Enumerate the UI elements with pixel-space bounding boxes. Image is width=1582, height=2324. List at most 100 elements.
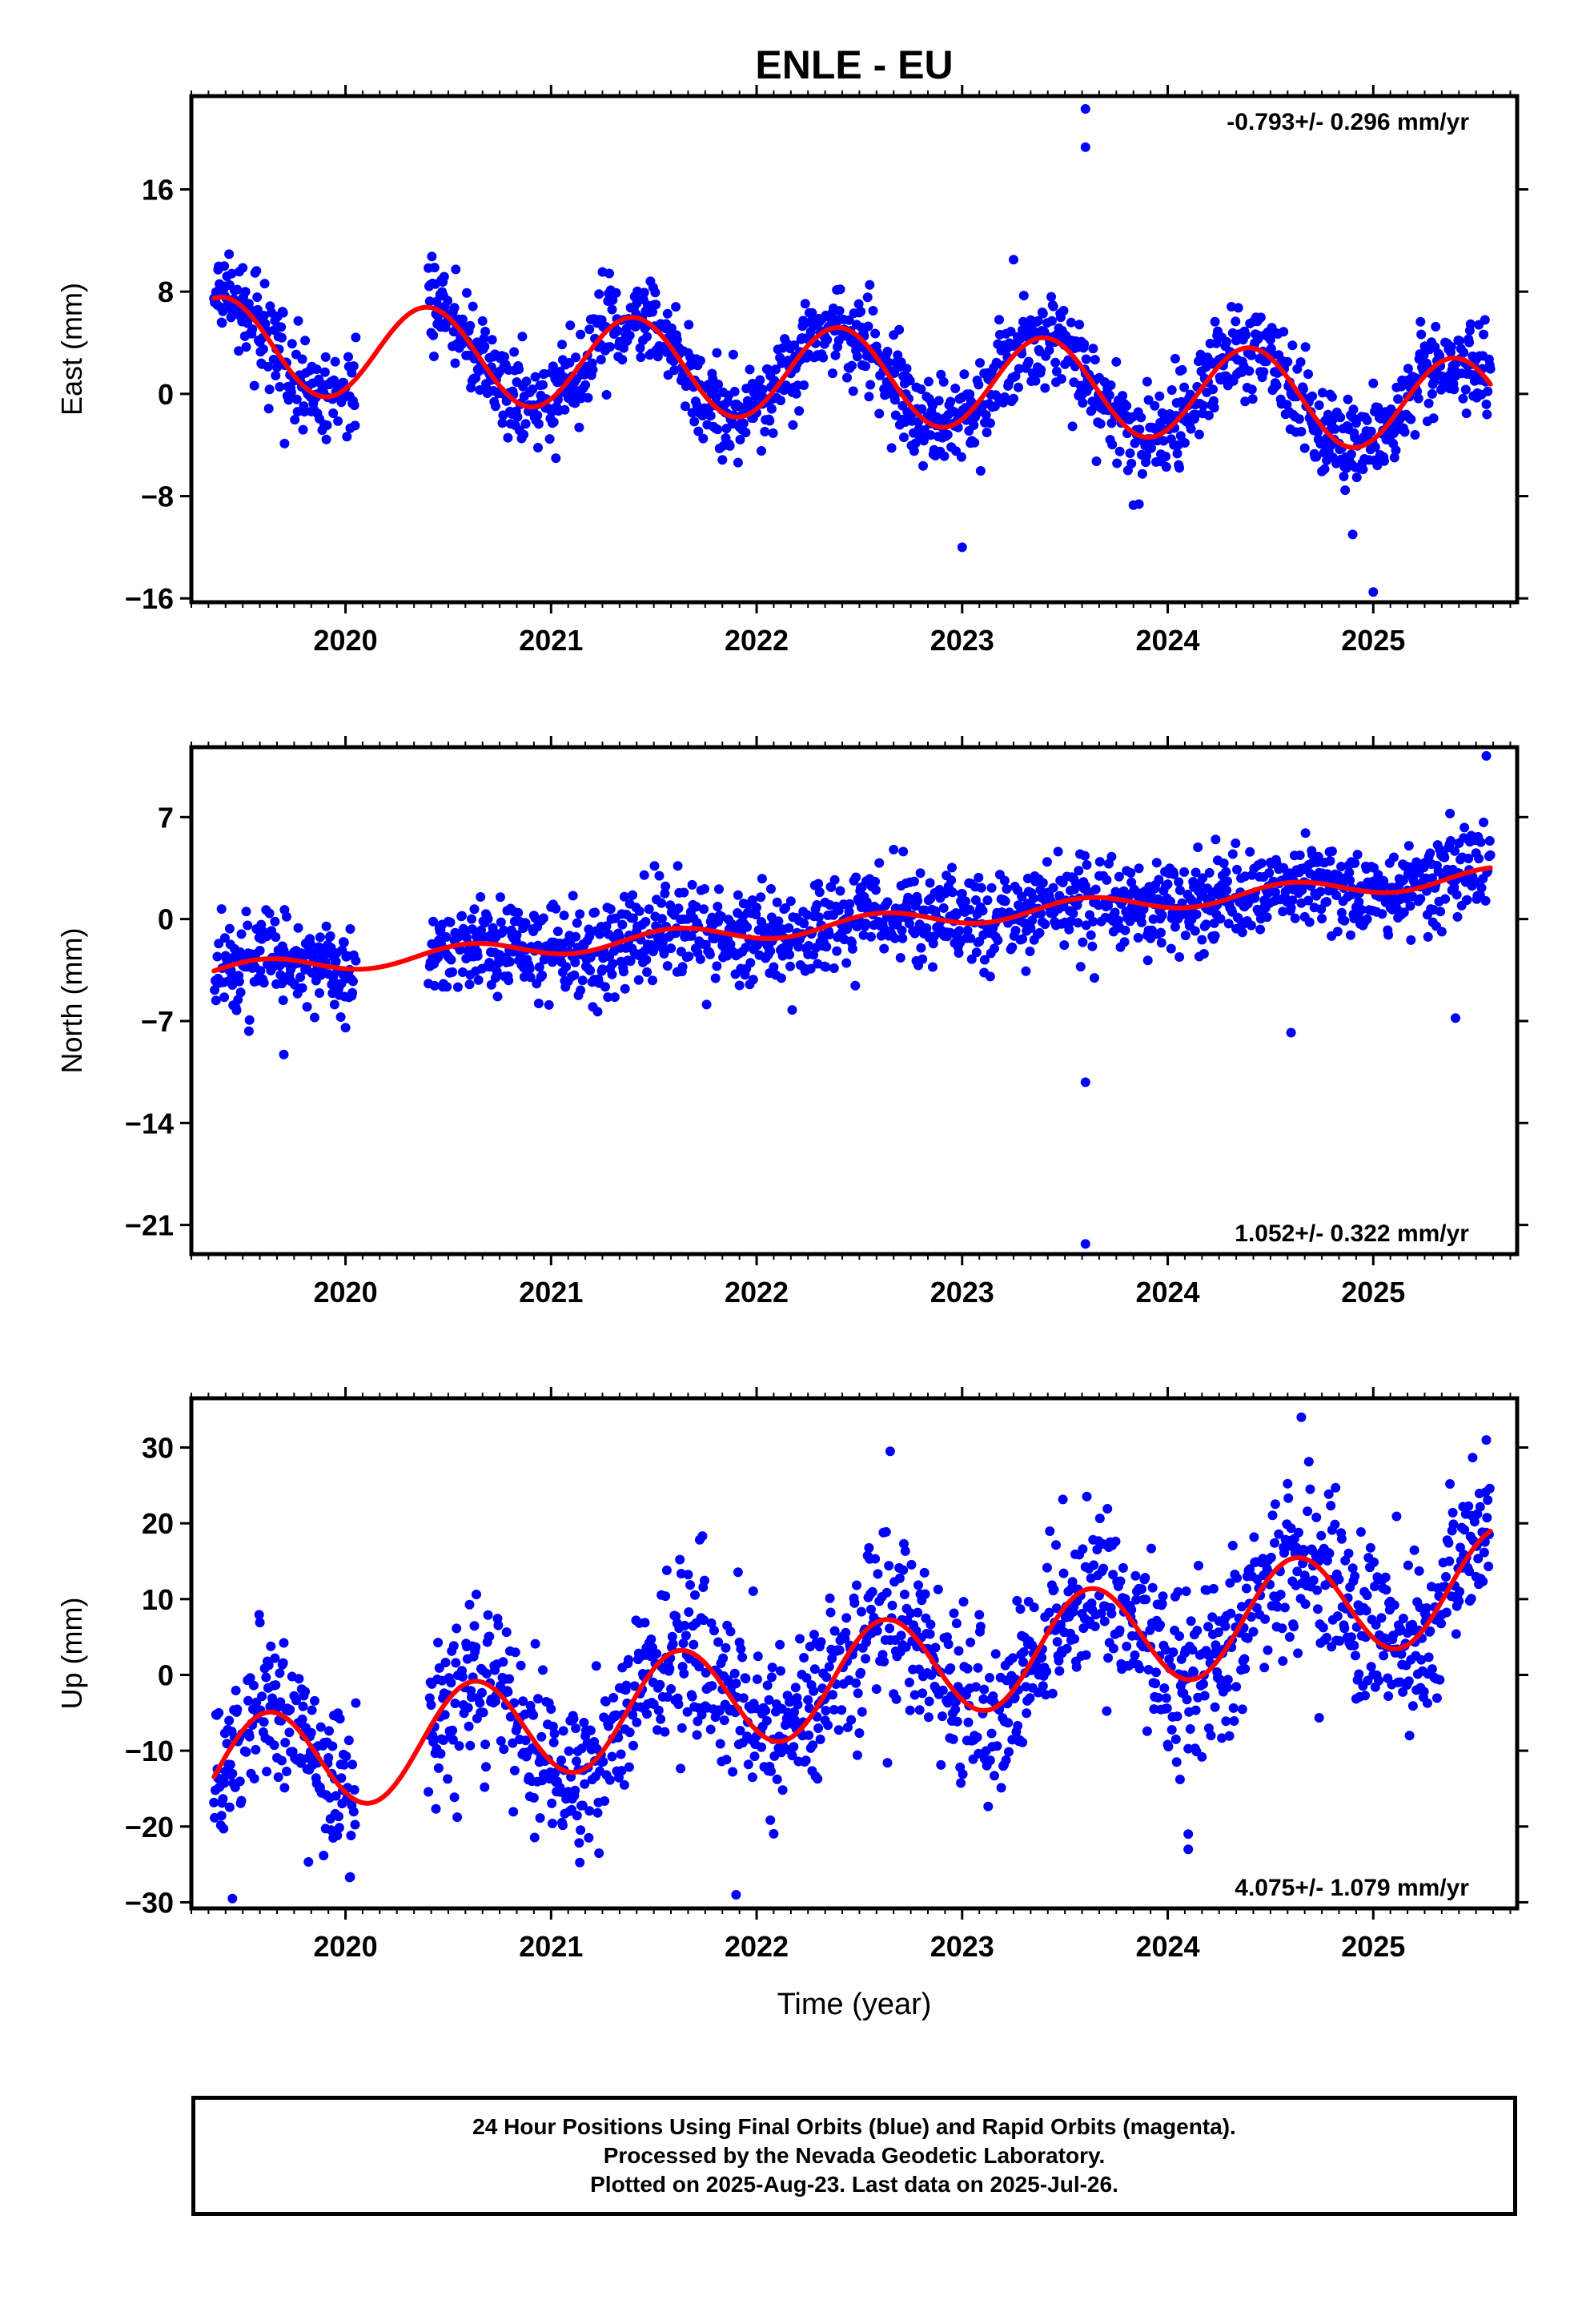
data-point	[1140, 1573, 1150, 1583]
data-point	[592, 1807, 603, 1818]
data-point	[969, 420, 979, 430]
data-point	[1270, 887, 1280, 897]
data-point	[315, 932, 325, 943]
data-point	[1056, 374, 1066, 384]
data-point	[762, 1680, 773, 1691]
data-point	[954, 926, 965, 936]
data-point	[1391, 1511, 1402, 1522]
data-point	[666, 1684, 677, 1694]
data-point	[766, 1766, 776, 1776]
data-point	[328, 408, 339, 418]
data-point	[757, 384, 768, 395]
data-point	[634, 906, 644, 916]
data-point	[1075, 962, 1086, 972]
data-point	[564, 1746, 574, 1756]
x-tick-label: 2023	[930, 1276, 994, 1309]
data-point	[950, 1704, 961, 1715]
data-point	[341, 1751, 351, 1762]
data-point	[809, 950, 819, 960]
data-point	[556, 1787, 566, 1797]
data-point	[607, 969, 617, 979]
data-point	[1142, 1726, 1152, 1736]
data-point	[307, 1705, 317, 1715]
data-point	[1009, 393, 1018, 404]
data-point	[966, 1637, 976, 1647]
outlier-point	[1009, 255, 1018, 265]
data-point	[427, 251, 437, 262]
data-point	[1209, 403, 1219, 413]
data-point	[1311, 1512, 1322, 1522]
data-point	[1481, 399, 1492, 409]
data-point	[1354, 1669, 1364, 1679]
data-point	[628, 1740, 638, 1751]
data-point	[1036, 364, 1046, 375]
data-point	[1435, 1675, 1445, 1685]
data-point	[913, 1580, 923, 1590]
data-point	[837, 1705, 847, 1715]
data-point	[900, 1546, 910, 1556]
data-point	[231, 1686, 241, 1695]
data-point	[1317, 914, 1327, 924]
data-point	[1479, 329, 1489, 340]
data-point	[440, 1710, 450, 1720]
data-point	[735, 1726, 745, 1735]
data-point	[661, 1565, 672, 1575]
data-point	[1114, 871, 1124, 882]
data-point	[224, 1802, 235, 1812]
data-point	[669, 365, 680, 376]
rate-annotation: 1.052+/- 0.322 mm/yr	[1235, 1220, 1469, 1247]
data-point	[568, 1714, 579, 1724]
data-point	[305, 939, 315, 949]
data-point	[1018, 934, 1028, 944]
data-point	[243, 1026, 254, 1036]
data-point	[901, 1642, 911, 1652]
data-point	[709, 1626, 719, 1636]
data-point	[1452, 911, 1463, 922]
data-point	[590, 907, 600, 918]
data-point	[710, 973, 721, 983]
data-point	[1482, 409, 1492, 420]
data-point	[1358, 464, 1368, 475]
data-point	[241, 342, 251, 352]
data-point	[654, 870, 665, 881]
data-point	[236, 929, 247, 939]
data-point	[1242, 1583, 1251, 1594]
data-point	[1126, 458, 1137, 468]
data-point	[917, 1688, 928, 1699]
data-point	[676, 1763, 686, 1774]
data-point	[1051, 366, 1062, 376]
data-point	[1461, 408, 1472, 419]
data-point	[331, 1791, 341, 1801]
data-point	[450, 358, 460, 368]
data-point	[1327, 846, 1337, 856]
data-point	[787, 1005, 797, 1015]
data-point	[315, 1722, 326, 1732]
data-point	[680, 1620, 690, 1630]
data-point	[667, 1631, 677, 1642]
data-point	[433, 1763, 444, 1773]
data-point	[584, 924, 594, 935]
data-point	[852, 921, 862, 931]
data-point	[655, 1679, 665, 1690]
data-point	[938, 1711, 947, 1722]
data-point	[1319, 464, 1330, 474]
data-point	[263, 361, 273, 372]
data-point	[662, 1692, 673, 1702]
data-point	[990, 943, 999, 954]
data-point	[291, 394, 302, 404]
data-point	[284, 1727, 295, 1738]
x-tick-label: 2025	[1341, 1276, 1405, 1309]
data-point	[642, 332, 652, 342]
data-point	[534, 962, 544, 972]
data-point	[443, 1774, 453, 1784]
data-point	[728, 349, 738, 360]
data-point	[257, 1691, 267, 1702]
data-point	[717, 455, 728, 465]
data-point	[691, 902, 701, 912]
data-point	[608, 1693, 619, 1703]
data-point	[961, 403, 971, 413]
data-point	[1232, 864, 1242, 875]
data-point	[1190, 926, 1200, 936]
data-point	[232, 1704, 243, 1715]
data-point	[1173, 1586, 1183, 1597]
